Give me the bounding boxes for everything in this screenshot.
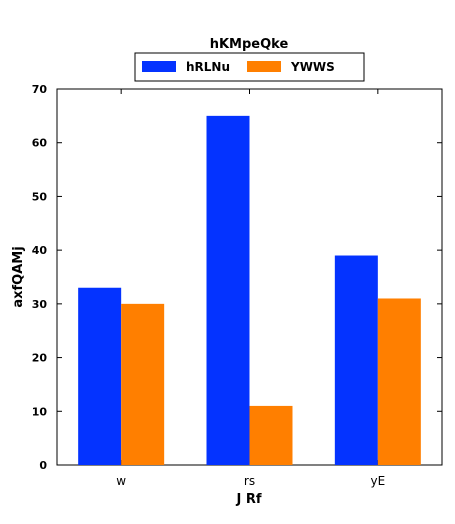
bar-hRLNu-rs [206,115,250,465]
x-tick-label: rs [244,474,255,488]
x-axis-label: J Rf [235,492,261,507]
y-tick-label: 0 [39,459,47,472]
y-axis: 0 10 20 30 40 50 60 70 [32,83,442,472]
bar-hRLNu-w [78,287,122,465]
legend: hRLNu YWWS [134,52,365,82]
y-tick-label: 60 [32,137,48,150]
legend-label: YWWS [290,60,335,74]
x-tick-label: w [116,474,126,488]
y-axis-label: axfQAMj [11,246,26,307]
bars [78,115,421,465]
chart-title: hKMpeQke [210,37,289,52]
y-tick-label: 10 [32,405,48,418]
y-tick-label: 70 [32,83,48,96]
bar-YWWS-rs [249,405,293,465]
legend-swatch [247,61,281,72]
legend-swatch [142,61,176,72]
bar-hRLNu-yE [334,255,378,465]
bar-YWWS-w [121,303,165,465]
y-tick-label: 50 [32,190,48,203]
bar-YWWS-yE [377,298,421,465]
y-tick-label: 20 [32,352,48,365]
x-tick-label: yE [370,474,385,488]
y-tick-label: 40 [32,244,48,257]
y-tick-label: 30 [32,298,48,311]
legend-label: hRLNu [186,60,230,74]
